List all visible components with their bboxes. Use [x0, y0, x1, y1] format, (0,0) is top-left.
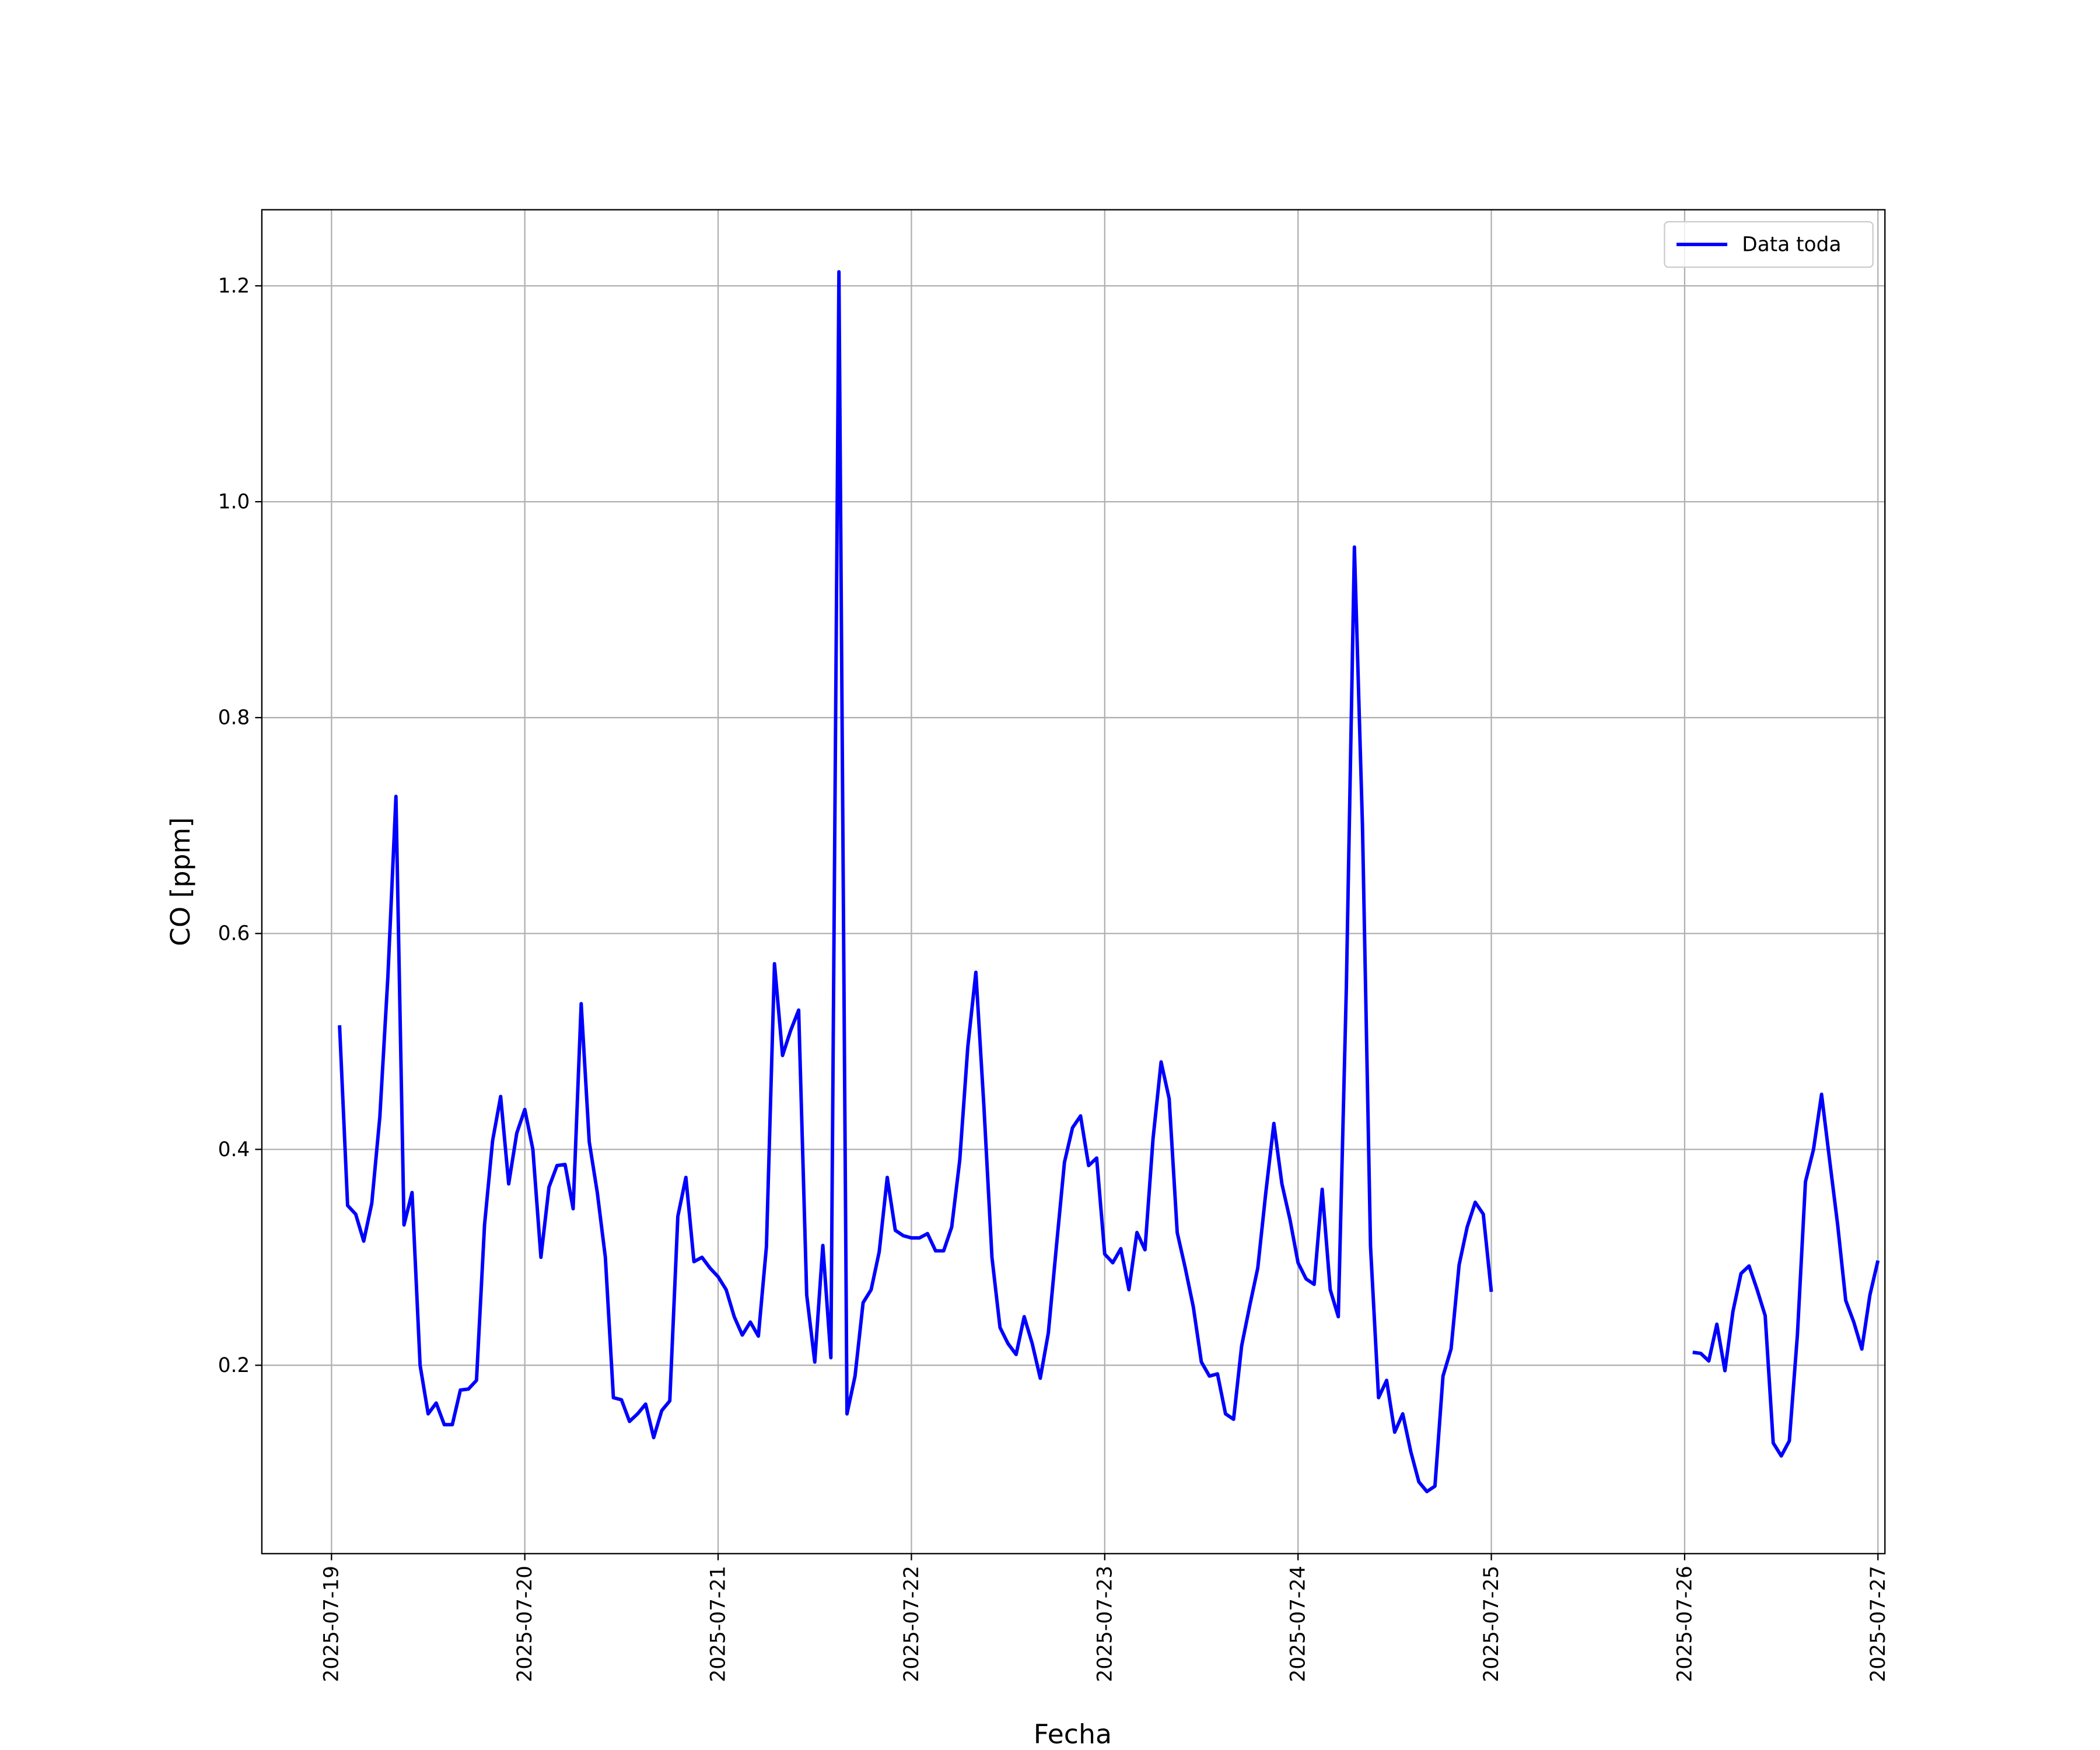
y-tick-label: 0.2 [218, 1354, 250, 1377]
x-tick-label: 2025-07-22 [900, 1566, 923, 1682]
legend-box [1664, 221, 1874, 268]
plot-frame [261, 209, 1886, 1555]
y-tick-label: 0.8 [218, 706, 250, 730]
data-line [338, 270, 1880, 1493]
x-tick-label: 2025-07-23 [1093, 1566, 1116, 1682]
x-tick-label: 2025-07-27 [1867, 1566, 1890, 1682]
y-tick-label: 1.0 [218, 491, 250, 514]
x-tick-label: 2025-07-24 [1287, 1566, 1310, 1682]
x-tick-label: 2025-07-20 [513, 1566, 537, 1682]
x-tick-label: 2025-07-19 [320, 1566, 344, 1682]
x-tick-label: 2025-07-26 [1673, 1566, 1696, 1682]
x-tick-label: 2025-07-21 [707, 1566, 730, 1682]
x-tick-label: 2025-07-25 [1480, 1566, 1503, 1682]
y-tick-label: 0.4 [218, 1138, 250, 1161]
y-tick-label: 1.2 [218, 274, 250, 298]
x-axis-label: Fecha [1034, 1718, 1112, 1750]
y-tick-label: 0.6 [218, 922, 250, 946]
legend-label: Data toda [1742, 233, 1841, 257]
y-axis-label: CO [ppm] [164, 817, 196, 946]
